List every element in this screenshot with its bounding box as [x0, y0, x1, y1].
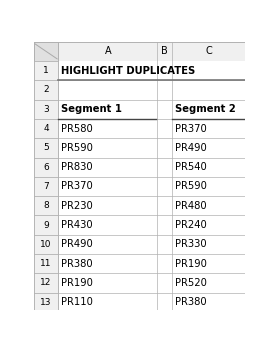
Text: PR490: PR490: [175, 143, 207, 153]
Text: 9: 9: [43, 221, 49, 230]
Bar: [34, 254, 245, 273]
Text: B: B: [161, 46, 168, 56]
Bar: [34, 293, 58, 312]
Text: 11: 11: [40, 259, 52, 268]
Bar: [34, 273, 58, 293]
Bar: [34, 100, 58, 119]
Text: Segment 1: Segment 1: [61, 104, 122, 114]
Text: PR830: PR830: [61, 162, 93, 172]
Text: PR330: PR330: [175, 239, 207, 249]
Text: HIGHLIGHT DUPLICATES: HIGHLIGHT DUPLICATES: [61, 66, 196, 76]
Bar: [34, 215, 58, 235]
Text: PR380: PR380: [175, 297, 207, 307]
Bar: [34, 215, 245, 235]
Text: PR490: PR490: [61, 239, 93, 249]
Text: C: C: [205, 46, 212, 56]
Bar: [34, 177, 58, 196]
Text: PR370: PR370: [175, 124, 207, 134]
Text: PR540: PR540: [175, 162, 207, 172]
Text: PR110: PR110: [61, 297, 93, 307]
Bar: [34, 293, 245, 312]
Text: PR590: PR590: [61, 143, 93, 153]
Text: PR480: PR480: [175, 201, 207, 211]
Text: PR240: PR240: [175, 220, 207, 230]
Bar: [34, 273, 245, 293]
Bar: [34, 254, 58, 273]
Text: 7: 7: [43, 182, 49, 191]
Text: PR370: PR370: [61, 181, 93, 191]
Text: 1: 1: [43, 66, 49, 75]
Bar: [34, 138, 245, 158]
Text: 13: 13: [40, 298, 52, 307]
Bar: [34, 177, 245, 196]
Bar: [34, 196, 58, 215]
Text: PR580: PR580: [61, 124, 93, 134]
Bar: [34, 235, 58, 254]
Text: PR190: PR190: [61, 278, 93, 288]
Bar: [34, 119, 245, 138]
Bar: [34, 158, 245, 177]
Text: PR590: PR590: [175, 181, 207, 191]
Bar: [34, 158, 58, 177]
Text: PR430: PR430: [61, 220, 93, 230]
Bar: [34, 80, 58, 100]
Text: 2: 2: [43, 86, 49, 95]
Text: 12: 12: [41, 278, 52, 287]
Bar: [34, 80, 245, 100]
Bar: [34, 119, 58, 138]
Bar: [34, 61, 58, 80]
Text: PR380: PR380: [61, 259, 93, 269]
Text: 5: 5: [43, 143, 49, 152]
Bar: [34, 235, 245, 254]
Text: 8: 8: [43, 201, 49, 210]
Bar: [34, 138, 58, 158]
Bar: [34, 42, 58, 61]
Text: 4: 4: [43, 124, 49, 133]
Text: PR230: PR230: [61, 201, 93, 211]
Bar: [34, 42, 245, 61]
Text: PR190: PR190: [175, 259, 207, 269]
Bar: [34, 100, 245, 119]
Bar: [34, 61, 245, 80]
Text: A: A: [104, 46, 111, 56]
Text: 6: 6: [43, 163, 49, 172]
Bar: [34, 196, 245, 215]
Text: PR520: PR520: [175, 278, 207, 288]
Text: Segment 2: Segment 2: [175, 104, 236, 114]
Text: 10: 10: [40, 240, 52, 249]
Text: 3: 3: [43, 105, 49, 114]
